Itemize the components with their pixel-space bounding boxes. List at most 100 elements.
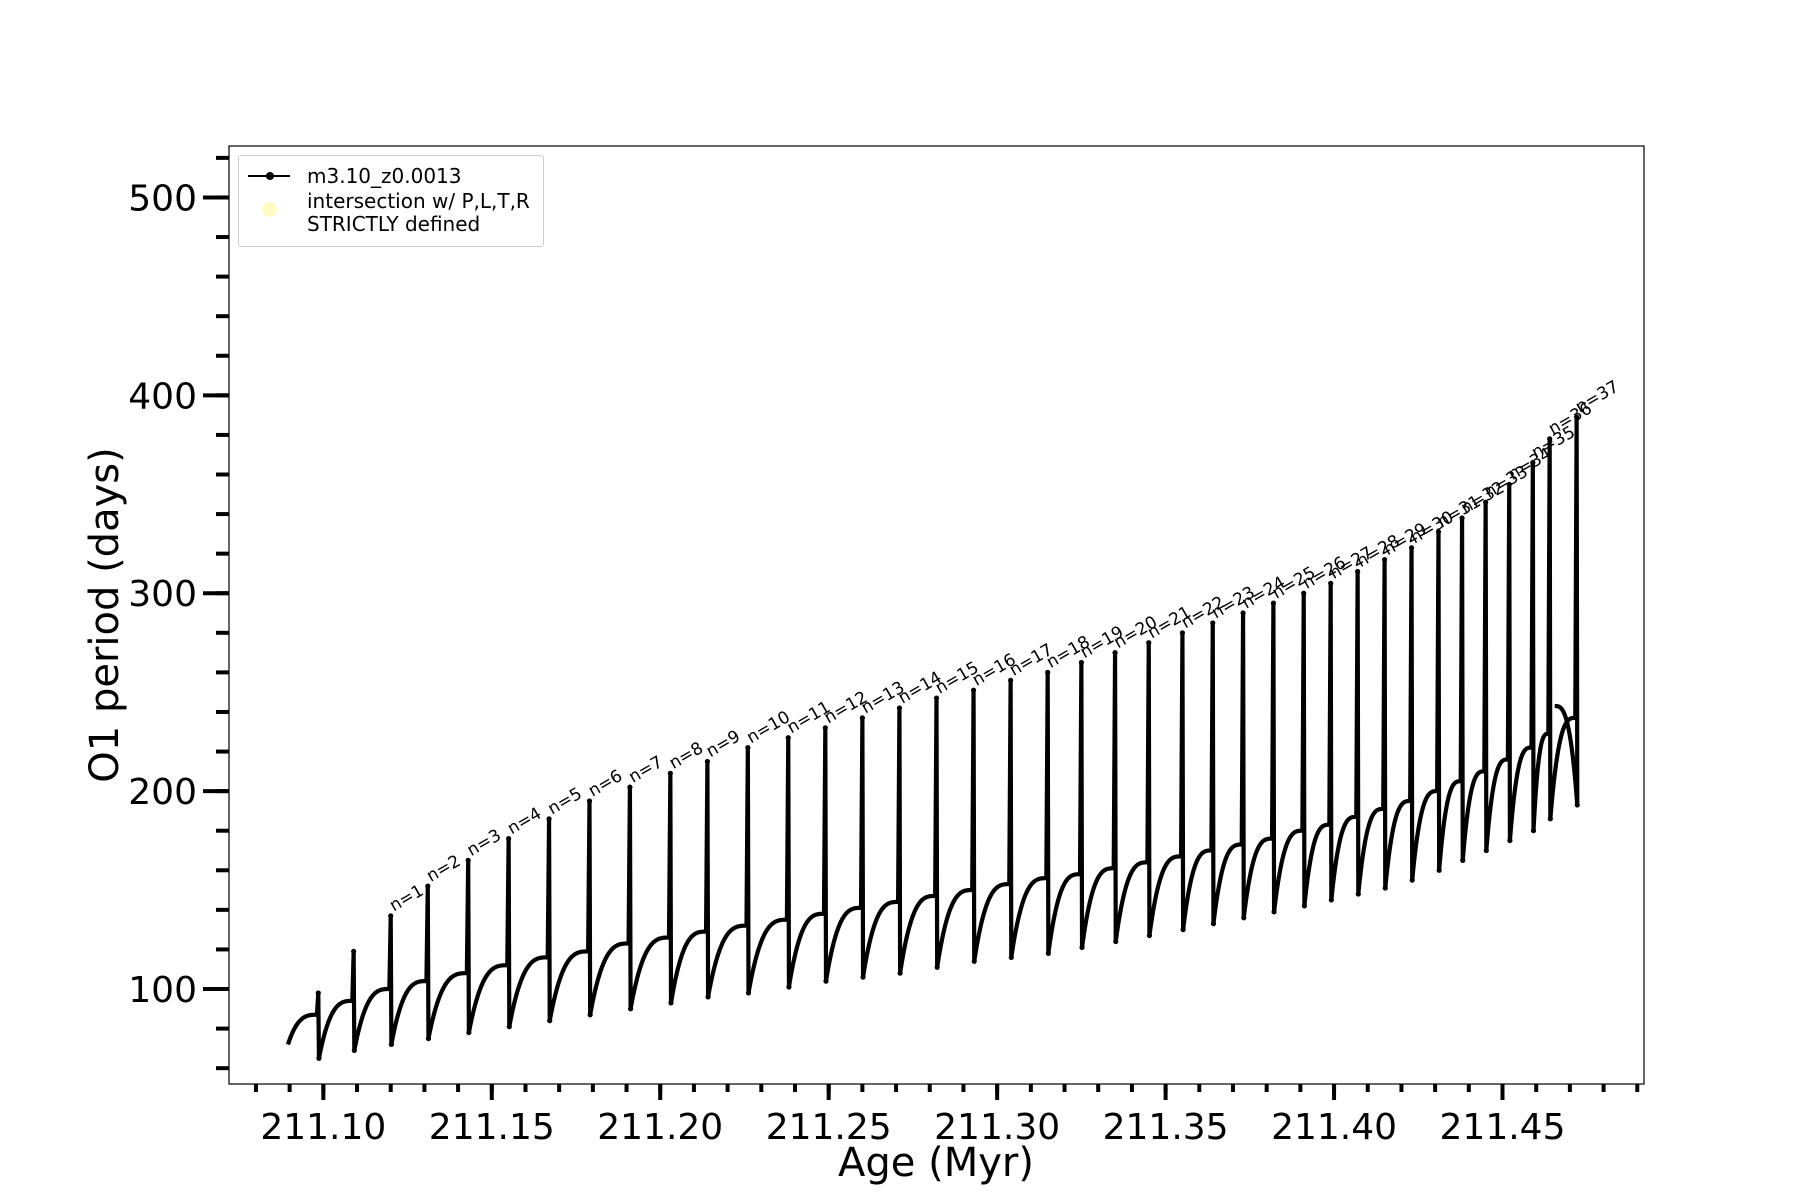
pulse-dip-point	[1530, 828, 1537, 834]
legend-item-intersection: intersection w/ P,L,T,R STRICTLY defined	[239, 190, 543, 242]
pulse-dip-point	[388, 1041, 394, 1048]
pulse-dip-point	[1045, 950, 1051, 956]
pulse-dip-point	[1113, 938, 1119, 945]
pulse-peak-point	[586, 798, 593, 804]
pulse-peak-point	[465, 857, 471, 863]
pulse-dip-point	[1079, 944, 1085, 951]
pulse-peak-point	[351, 948, 357, 955]
pulse-dip-point	[466, 1029, 472, 1036]
pulse-dip-point	[351, 1047, 357, 1053]
pulse-dip-point	[1355, 891, 1361, 897]
pulse-dip-point	[1008, 954, 1014, 960]
x-tick-label: 211.35	[1103, 1107, 1229, 1148]
pulse-dip-point	[668, 1000, 674, 1006]
pulse-peak-point	[1483, 499, 1489, 505]
y-tick-label: 100	[128, 970, 197, 1011]
legend: m3.10_z0.0013 intersection w/ P,L,T,R ST…	[238, 155, 544, 247]
pulse-dip-point	[1180, 927, 1186, 933]
ticks-layer: 211.10 211.15 211.20 211.25 211.30 211.35 211.…	[128, 155, 1640, 1148]
pulse-dip-point	[506, 1024, 512, 1030]
pulse-dip-point	[897, 970, 903, 976]
pulse-dip-point	[705, 994, 711, 1000]
pulse-peak-point	[859, 715, 865, 721]
legend-dot-marker	[266, 172, 274, 180]
y-axis-label: O1 period (days)	[82, 447, 128, 782]
pulse-dip-point	[1483, 847, 1489, 854]
legend-label-intersection: intersection w/ P,L,T,R STRICTLY defined	[307, 189, 530, 236]
y-tick-label: 400	[128, 376, 197, 417]
pulse-peak-point	[1547, 436, 1553, 442]
pulse-peak-point	[1179, 630, 1186, 636]
legend-circle-marker	[262, 202, 277, 217]
pulse-dip-point	[1271, 909, 1277, 915]
pulse-dip-point	[627, 1006, 634, 1012]
pulse-peak-point	[1270, 600, 1276, 606]
x-tick-label: 211.40	[1271, 1107, 1397, 1148]
legend-item-model: m3.10_z0.0013	[239, 159, 543, 189]
pulse-dip-point	[547, 1018, 553, 1024]
pulse-peak-point	[1301, 590, 1307, 596]
pulse-peak-point	[822, 725, 828, 731]
pulse-peak-point	[315, 990, 321, 996]
pulse-peak-point	[506, 836, 512, 842]
pulse-dip-point	[1460, 857, 1466, 863]
pulse-dip-point	[823, 978, 829, 984]
pulse-dip-point	[1436, 867, 1442, 873]
pulse-peak-point	[1435, 529, 1442, 535]
pulse-peak-point	[627, 784, 633, 790]
pulse-peak-point	[388, 913, 394, 919]
pulse-peak-point	[1112, 650, 1118, 656]
pulse-peak-point	[745, 744, 751, 751]
x-axis-label: Age (Myr)	[838, 1140, 1034, 1186]
pulse-dip-point	[860, 974, 866, 980]
pulse-peak-point	[970, 687, 977, 693]
pulse-peak-point	[1146, 640, 1152, 646]
pulse-dip-point	[1146, 932, 1153, 939]
pulse-peak-point	[896, 705, 903, 711]
pulse-peak-point	[667, 770, 673, 776]
pulse-dip-point	[786, 984, 792, 990]
pulse-dip-point	[745, 990, 752, 996]
pulse-dip-point	[1507, 837, 1513, 844]
y-tick-label: 500	[128, 178, 197, 219]
series-layer	[285, 414, 1580, 1061]
pulse-peak-point	[704, 758, 711, 765]
pulse-peak-point	[785, 735, 791, 741]
pulse-dip-point	[1301, 903, 1307, 909]
x-tick-label: 211.20	[597, 1107, 723, 1148]
pulse-dip-point	[1409, 877, 1415, 883]
pulse-peak-point	[1078, 659, 1084, 666]
pulse-peak-point	[425, 883, 431, 889]
pulse-dip-point	[587, 1012, 593, 1018]
pulse-dip-point	[1382, 885, 1388, 891]
pulse-dip-point	[1547, 816, 1553, 822]
x-tick-label: 211.30	[934, 1107, 1060, 1148]
pulse-peak-point	[1328, 580, 1334, 586]
pulse-peak-point	[1045, 669, 1051, 675]
pulse-dip-point	[934, 964, 940, 970]
pulse-dip-point	[425, 1035, 432, 1042]
y-tick-label: 200	[128, 772, 197, 813]
legend-label-model: m3.10_z0.0013	[307, 164, 462, 188]
pulse-dip-point	[316, 1055, 322, 1061]
pulse-dip-point	[1210, 921, 1217, 927]
x-tick-label: 211.10	[260, 1107, 386, 1148]
pulse-dip-point	[1328, 897, 1334, 903]
pulse-dip-point	[1574, 802, 1580, 808]
pulse-peak-point	[546, 816, 552, 822]
pulse-peak-point	[1355, 568, 1361, 575]
pulse-peak-point	[1008, 677, 1014, 683]
pulse-peak-point	[1530, 460, 1536, 466]
y-tick-label: 300	[128, 574, 197, 615]
pulse-peak-point	[1381, 556, 1388, 563]
pulse-dip-point	[1241, 915, 1247, 921]
pulse-peak-point	[1210, 620, 1216, 626]
x-tick-label: 211.25	[766, 1107, 892, 1148]
pulse-peak-point	[1240, 610, 1246, 616]
x-tick-label: 211.15	[429, 1107, 555, 1148]
pulse-peak-point	[1408, 545, 1415, 551]
pulse-peak-point	[1574, 414, 1580, 420]
pulse-peak-point	[1459, 515, 1465, 521]
pulse-peak-point	[933, 695, 940, 701]
